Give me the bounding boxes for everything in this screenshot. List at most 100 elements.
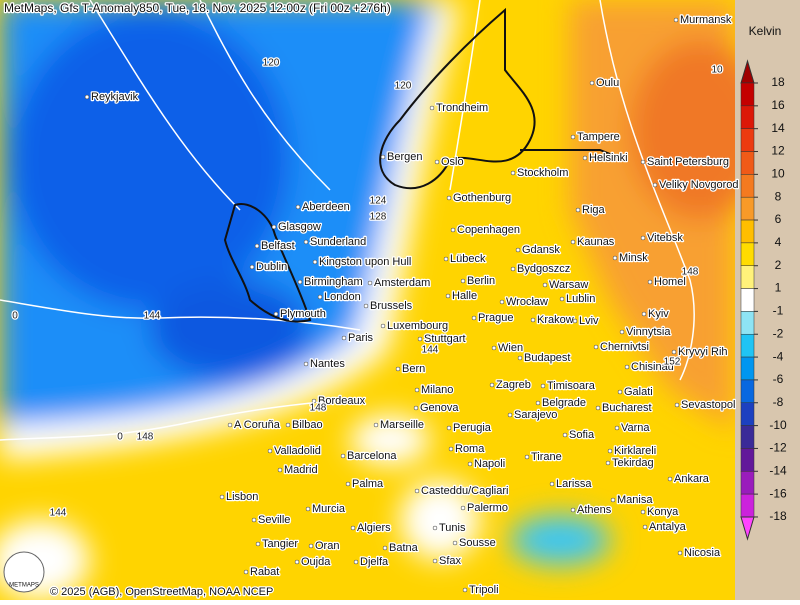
city-dot	[542, 282, 548, 288]
city-label: Bergen	[387, 151, 422, 163]
legend-band	[740, 288, 755, 312]
city-dot	[460, 505, 466, 511]
legend-band	[740, 379, 755, 404]
city-dot	[243, 569, 249, 575]
city-dot	[572, 318, 578, 324]
city-label: Zagreb	[496, 379, 531, 391]
city-label: Kryvyi Rih	[678, 346, 728, 358]
legend-band	[740, 425, 755, 449]
city-dot	[607, 448, 613, 454]
city-label: Trondheim	[436, 102, 488, 114]
city-dot	[582, 155, 588, 161]
legend: Kelvin 18 16 14 12 10 8 6 4 2 1 -1 -2 -4 -6 -8 -10 -12 -1…	[740, 24, 787, 541]
legend-band	[740, 311, 755, 335]
city-label: Paris	[348, 332, 374, 344]
legend-cap	[740, 516, 755, 541]
legend-label: 2	[775, 258, 782, 272]
legend-band	[740, 151, 755, 175]
city-dot	[353, 559, 359, 565]
city-label: Amsterdam	[374, 277, 430, 289]
city-dot	[84, 94, 90, 100]
contour-label: 152	[664, 357, 681, 368]
city-dot	[570, 134, 576, 140]
city-dot	[317, 294, 323, 300]
city-label: Kyiv	[648, 308, 669, 320]
city-label: Sarajevo	[514, 409, 557, 421]
legend-band	[740, 128, 755, 152]
city-dot	[535, 400, 541, 406]
city-label: Budapest	[524, 352, 570, 364]
contour-label: 0	[117, 432, 123, 443]
city-dot	[443, 256, 449, 262]
city-dot	[612, 255, 618, 261]
legend-label: -2	[773, 326, 784, 340]
city-dot	[589, 80, 595, 86]
city-dot	[345, 481, 351, 487]
city-label: Milano	[421, 384, 453, 396]
legend-band	[740, 82, 755, 107]
city-dot	[446, 195, 452, 201]
city-dot	[432, 525, 438, 531]
city-dot	[450, 227, 456, 233]
city-label: Tekirdag	[612, 457, 654, 469]
city-dot	[311, 398, 317, 404]
city-dot	[619, 329, 625, 335]
city-label: Sofia	[569, 429, 595, 441]
city-dot	[530, 317, 536, 323]
city-dot	[414, 488, 420, 494]
contour-label: 144	[422, 345, 439, 356]
city-label: Bern	[402, 363, 425, 375]
city-label: Wrocław	[506, 296, 548, 308]
city-label: Lviv	[579, 315, 599, 327]
contour-label: 148	[137, 432, 154, 443]
city-label: Luxembourg	[387, 320, 448, 332]
city-dot	[312, 259, 318, 265]
city-dot	[491, 345, 497, 351]
city-label: Oujda	[301, 556, 331, 568]
legend-band	[740, 471, 755, 495]
city-label: Oulu	[596, 77, 619, 89]
city-dot	[640, 159, 646, 165]
city-label: Tangier	[262, 538, 298, 550]
city-label: Sunderland	[310, 236, 366, 248]
logo: METMAPS	[9, 583, 39, 589]
city-dot	[667, 476, 673, 482]
city-label: Birmingham	[304, 276, 363, 288]
legend-label: 4	[775, 235, 782, 249]
city-label: Chisinau	[631, 361, 674, 373]
city-label: Nantes	[310, 358, 345, 370]
city-dot	[271, 224, 277, 230]
city-dot	[595, 405, 601, 411]
city-label: Nicosia	[684, 547, 721, 559]
legend-label: 16	[771, 98, 785, 112]
city-dot	[562, 432, 568, 438]
contour-label: 0	[12, 311, 18, 322]
legend-band	[740, 196, 755, 221]
city-labels: Murmansk Reykjavik Oulu Trondheim Tampere Ber…	[84, 13, 740, 597]
city-label: A Coruña	[234, 419, 281, 431]
city-label: Vinnytsia	[626, 326, 671, 338]
city-label: London	[324, 291, 361, 303]
contour-label: 144	[50, 508, 67, 519]
city-dot	[219, 494, 225, 500]
contour-label: 10	[711, 65, 723, 76]
city-label: Stuttgart	[424, 333, 466, 345]
city-dot	[517, 355, 523, 361]
city-label: Bordeaux	[318, 395, 366, 407]
city-label: Homel	[654, 276, 686, 288]
legend-label: -6	[773, 372, 784, 386]
city-label: Lübeck	[450, 253, 486, 265]
legend-label: -1	[773, 304, 784, 318]
legend-label: 6	[775, 212, 782, 226]
city-label: Athens	[577, 504, 612, 516]
legend-label: -14	[769, 463, 787, 477]
city-dot	[671, 349, 677, 355]
city-label: Belgrade	[542, 397, 586, 409]
city-label: Galati	[624, 386, 653, 398]
city-label: Berlin	[467, 275, 495, 287]
city-dot	[641, 311, 647, 317]
legend-band	[740, 402, 755, 426]
city-label: Chernivtsi	[600, 341, 649, 353]
city-label: Sevastopol	[681, 399, 735, 411]
city-dot	[489, 382, 495, 388]
